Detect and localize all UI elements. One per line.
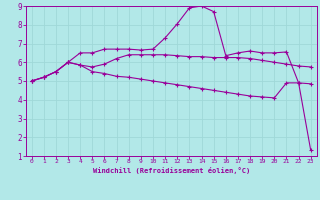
X-axis label: Windchill (Refroidissement éolien,°C): Windchill (Refroidissement éolien,°C)	[92, 167, 250, 174]
